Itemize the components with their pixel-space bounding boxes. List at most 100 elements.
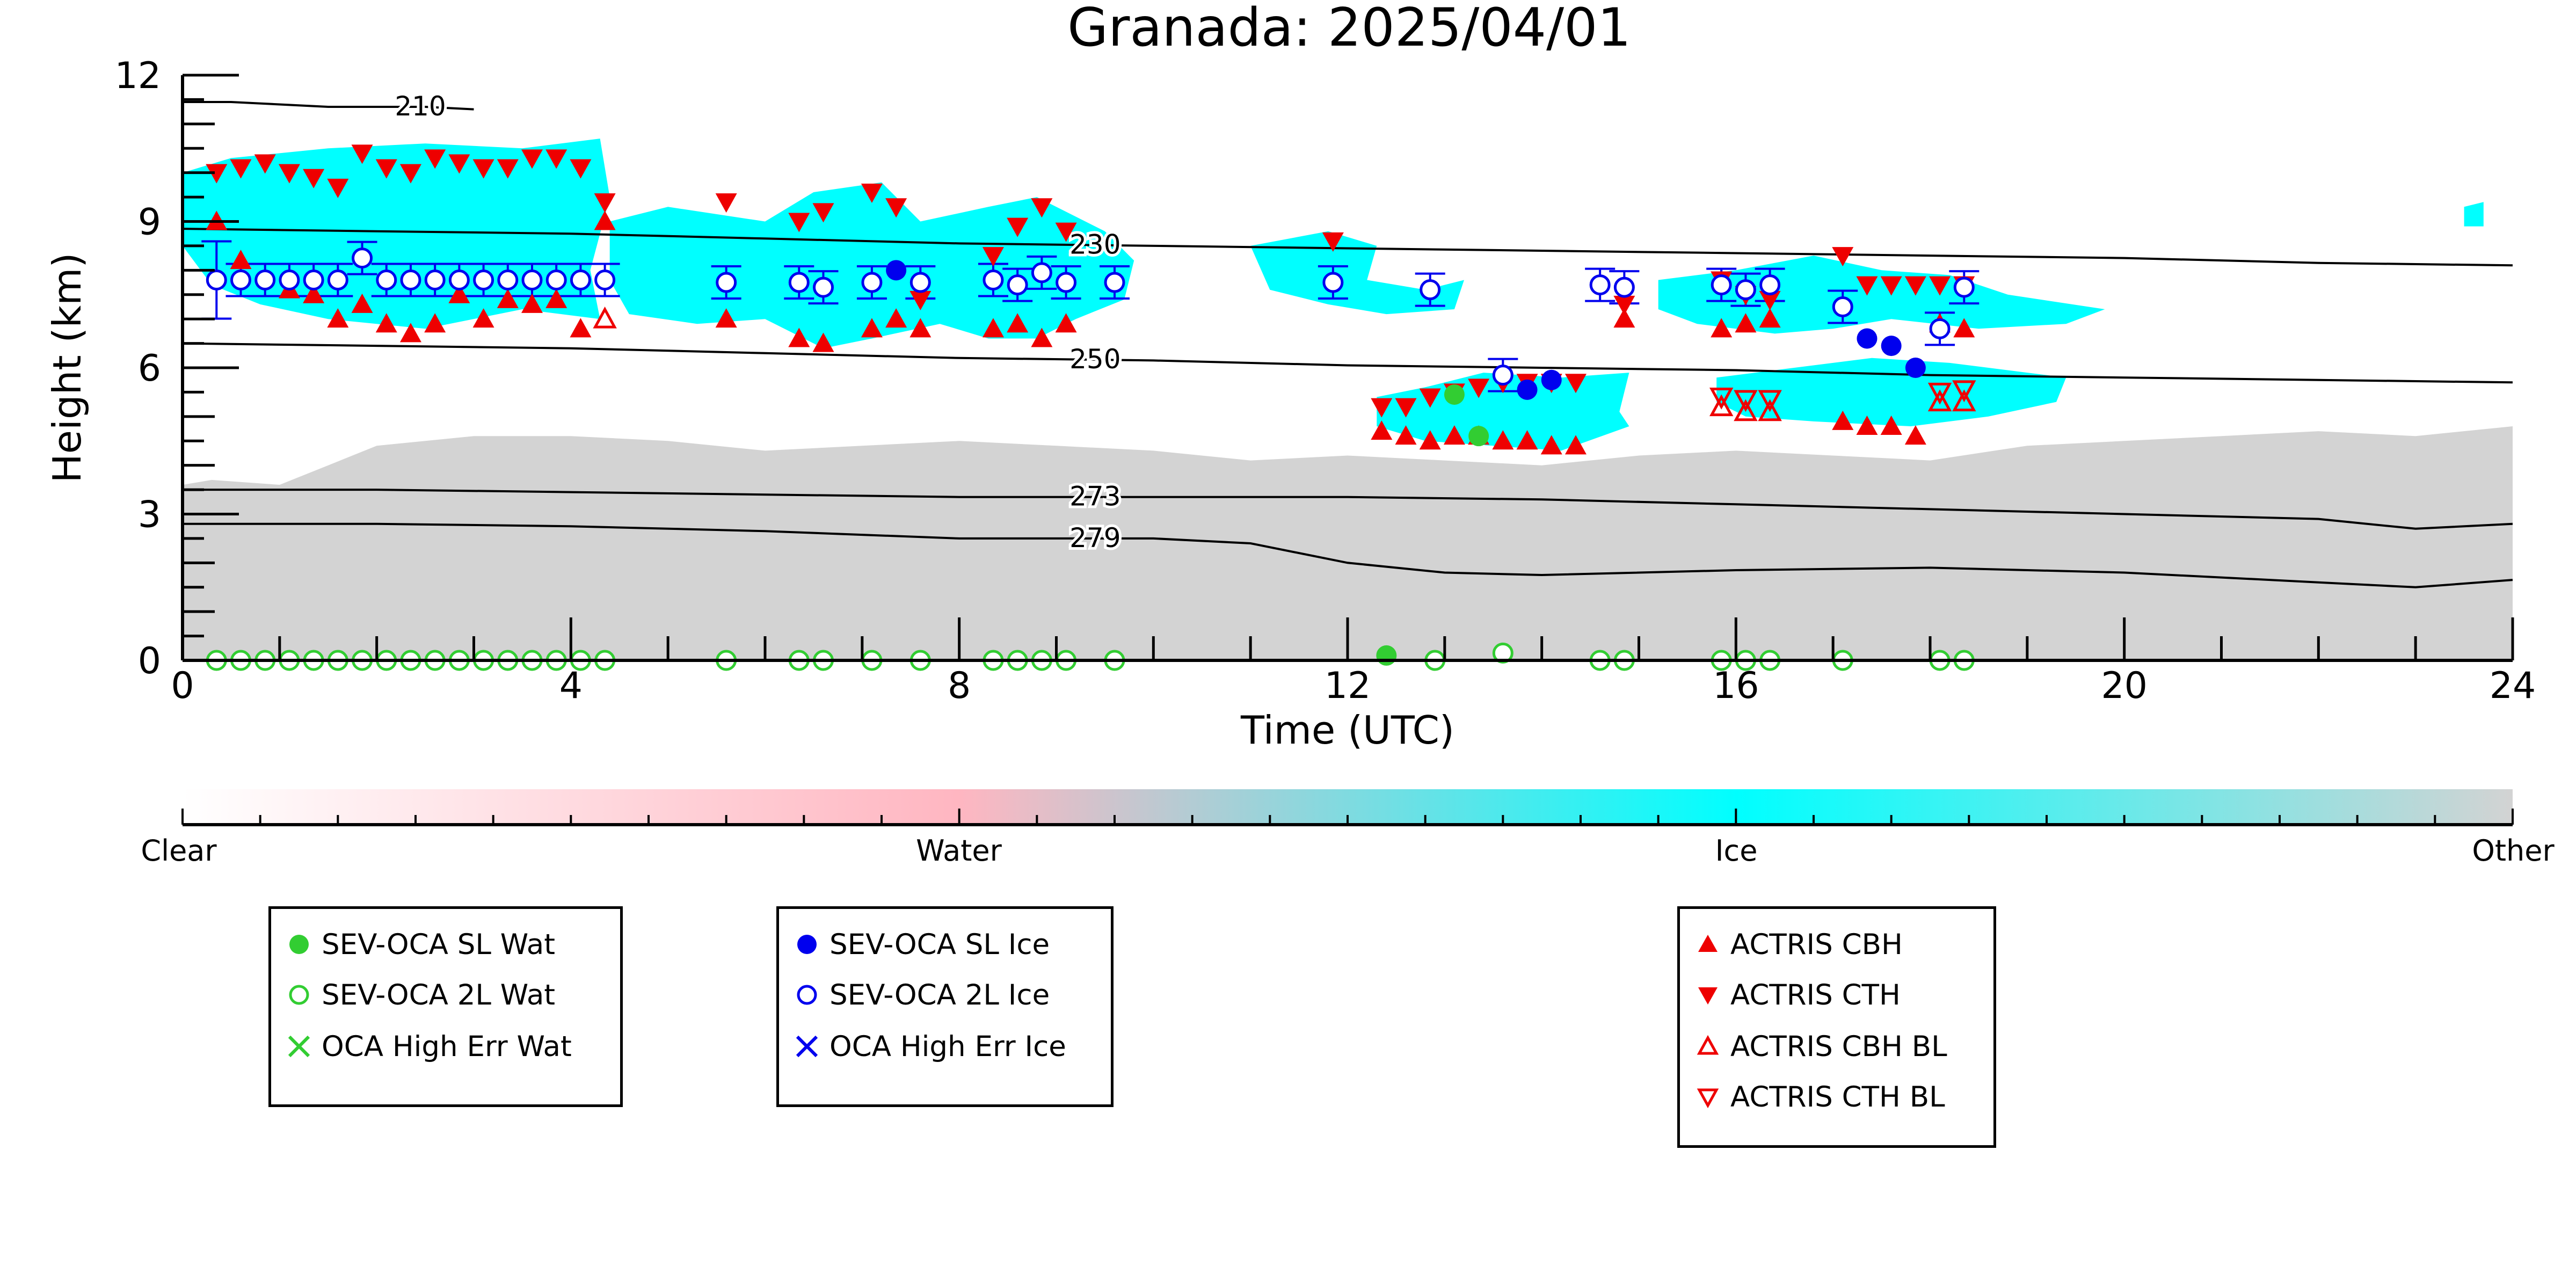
- actris-cth-marker: [448, 154, 470, 174]
- actris-cth-marker: [472, 159, 494, 179]
- sev-oca-2l-ice-marker: [279, 270, 300, 290]
- legend-label: SEV-OCA 2L Ice: [829, 978, 1050, 1012]
- actris-cth-marker: [1419, 388, 1441, 408]
- actris-cth-marker: [1055, 222, 1077, 242]
- ice-cloud-region: [1377, 373, 1629, 451]
- y-tick-label: 12: [114, 55, 161, 97]
- legend-item-sev-oca-sl-wat: SEV-OCA SL Wat: [284, 928, 555, 961]
- contour-label: 210: [395, 91, 446, 122]
- actris-cbh-marker: [327, 308, 349, 328]
- actris-cbh-bl-marker: [1758, 399, 1782, 421]
- actris-cbh-marker: [982, 318, 1004, 338]
- actris-cbh-marker: [351, 293, 373, 313]
- actris-cth-marker: [1322, 232, 1344, 252]
- chart-title: Granada: 2025/04/01: [1067, 0, 1631, 59]
- y-axis-label: Height (km): [45, 253, 90, 483]
- sev-oca-2l-ice-marker: [788, 272, 810, 293]
- legend-water: SEV-OCA SL Wat SEV-OCA 2L Wat OCA High E…: [268, 906, 623, 1107]
- sev-oca-2l-ice-marker: [521, 270, 543, 290]
- x-tick-label: 16: [1713, 665, 1759, 707]
- y-tick-label: 0: [138, 640, 161, 682]
- legend-label: ACTRIS CBH: [1730, 928, 1903, 961]
- actris-cth-marker: [303, 169, 325, 188]
- sev-oca-2l-ice-marker: [1711, 274, 1732, 296]
- actris-cth-marker: [1759, 290, 1781, 310]
- sev-oca-2l-ice-marker: [303, 270, 324, 290]
- actris-cbh-marker: [399, 323, 421, 343]
- legend-label: SEV-OCA 2L Wat: [322, 978, 556, 1012]
- temperature-contour-line: [182, 342, 2513, 384]
- sev-oca-2l-ice-marker: [1007, 274, 1028, 296]
- actris-cth-bl-marker: [1709, 388, 1734, 410]
- open-circle-icon: [792, 979, 829, 1011]
- x-tick-label: 24: [2490, 665, 2536, 707]
- sev-oca-2l-ice-marker: [1322, 272, 1344, 293]
- actris-cth-marker: [570, 159, 592, 179]
- open-triangle-up-icon: [1693, 1030, 1730, 1063]
- temperature-contours: 210 230 250 273 279: [182, 88, 2513, 588]
- colorbar-label-water: Water: [916, 834, 1002, 868]
- actris-cth-marker: [278, 164, 300, 184]
- actris-cth-marker: [1395, 398, 1417, 418]
- actris-cbh-marker: [1492, 430, 1514, 450]
- actris-cbh-marker: [909, 318, 932, 338]
- actris-cbh-marker: [1031, 328, 1053, 347]
- actris-cbh-marker: [788, 328, 810, 347]
- actris-cth-marker: [861, 184, 883, 203]
- ice-cloud-region: [2464, 202, 2484, 227]
- sev-oca-2l-ice-marker: [448, 270, 470, 290]
- actris-cbh-marker: [472, 308, 494, 328]
- sev-oca-2l-ice-marker: [1832, 296, 1853, 317]
- actris-cbh-marker: [1055, 313, 1077, 333]
- sev-oca-2l-ice-marker: [570, 270, 591, 290]
- actris-cth-marker: [594, 193, 616, 213]
- y-tick-label: 9: [138, 201, 161, 244]
- sev-oca-2l-ice-marker: [716, 272, 737, 293]
- sev-oca-2l-ice-marker: [376, 270, 397, 290]
- legend-label: OCA High Err Ice: [829, 1030, 1066, 1063]
- actris-cth-marker: [1929, 276, 1951, 296]
- actris-cth-marker: [206, 164, 228, 184]
- actris-cth-marker: [230, 159, 252, 179]
- sev-oca-2l-ice-marker: [1613, 276, 1635, 298]
- sev-oca-2l-ice-marker: [254, 270, 276, 290]
- actris-cth-marker: [351, 144, 373, 164]
- actris-cth-marker: [1904, 276, 1926, 296]
- data-markers: [201, 144, 1980, 671]
- actris-cth-marker: [521, 149, 543, 169]
- legend-item-sev-oca-sl-ice: SEV-OCA SL Ice: [792, 928, 1050, 961]
- x-tick-label: 0: [171, 665, 194, 707]
- axes-ticks: 0 4 8 12 16 20 24 0 3 6 9 12: [114, 55, 2536, 707]
- actris-cth-marker: [909, 290, 932, 310]
- actris-cbh-marker: [570, 318, 592, 338]
- legend-label: ACTRIS CTH: [1730, 978, 1901, 1012]
- sev-oca-2l-ice-marker: [1953, 276, 1975, 298]
- actris-cbh-marker: [1516, 430, 1538, 450]
- sev-oca-2l-ice-marker: [861, 272, 883, 293]
- sev-oca-2l-ice-marker: [1759, 274, 1781, 296]
- actris-cth-marker: [1031, 198, 1053, 218]
- actris-cbh-marker: [230, 250, 252, 270]
- x-axis-label: Time (UTC): [1240, 708, 1454, 753]
- contour-label: 279: [1069, 522, 1120, 554]
- actris-cbh-marker: [424, 313, 446, 333]
- x-mark-icon: [792, 1030, 829, 1063]
- actris-cbh-marker: [1953, 318, 1975, 338]
- colorbar-label-other: Other: [2472, 834, 2555, 868]
- colorbar: Clear Water Ice Other: [141, 789, 2555, 868]
- sev-oca-2l-ice-marker: [983, 270, 1004, 290]
- x-tick-label: 20: [2101, 665, 2148, 707]
- x-mark-icon: [284, 1030, 322, 1063]
- actris-cbh-marker: [1735, 313, 1757, 333]
- legend-actris: ACTRIS CBH ACTRIS CTH ACTRIS CBH BL ACTR…: [1677, 906, 1996, 1148]
- sev-oca-2l-ice-marker: [473, 270, 494, 290]
- legend-label: ACTRIS CTH BL: [1730, 1080, 1945, 1114]
- sev-oca-2l-ice-marker: [424, 270, 446, 290]
- actris-cbh-marker: [594, 210, 616, 230]
- actris-cbh-marker: [545, 288, 567, 308]
- actris-cbh-marker: [1564, 435, 1587, 455]
- actris-cth-marker: [424, 149, 446, 169]
- contour-label: 273: [1069, 481, 1120, 512]
- actris-cbh-marker: [885, 308, 907, 328]
- sev-oca-2l-ice-marker: [594, 270, 616, 290]
